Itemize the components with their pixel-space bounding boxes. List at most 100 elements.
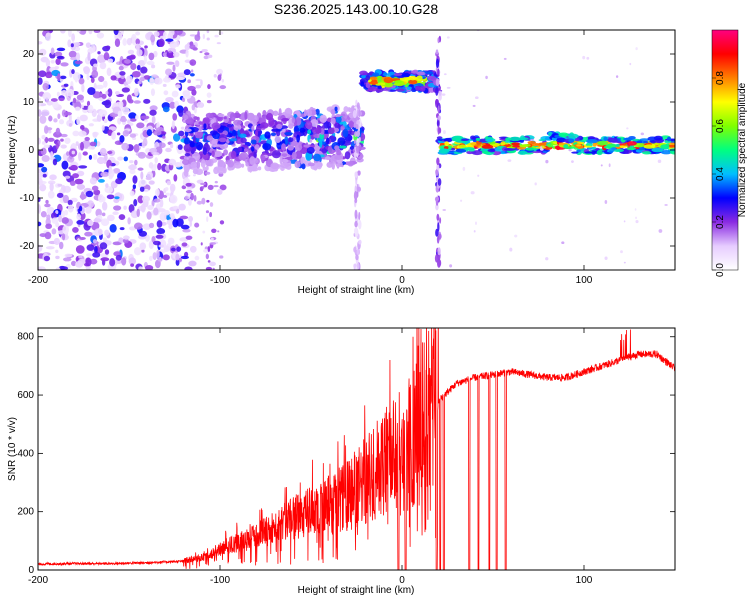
spectrogram-cell [175, 253, 180, 261]
spectrogram-cell [357, 146, 366, 150]
spectrogram-cell [141, 195, 151, 203]
spectrogram-cell [358, 239, 362, 245]
spectrogram-cell [80, 104, 84, 109]
spectrogram-cell [307, 129, 312, 135]
spectrogram-cell [184, 266, 193, 270]
spectrogram-cell [192, 134, 196, 144]
spectrogram-cell [254, 129, 259, 137]
spectrogram-cell [218, 31, 224, 35]
spectrogram-cell [94, 246, 98, 254]
spectrogram-cell [232, 129, 237, 137]
spectrogram-cell [42, 173, 47, 178]
spectrogram-cell [68, 122, 73, 127]
spectrogram-cell [309, 138, 313, 143]
spectrogram-cell [451, 137, 462, 142]
spectrogram-cell [105, 183, 109, 188]
spectrogram-cell [42, 92, 52, 100]
spectrogram-cell [128, 99, 134, 104]
spectrogram-cell [175, 76, 185, 81]
spectrogram-cell [50, 59, 55, 64]
spectrogram-cell [133, 199, 138, 207]
spectrogram-cell [216, 42, 221, 45]
spectrogram-cell [474, 144, 482, 147]
spectrogram-cell [620, 250, 623, 254]
spectrogram-cell [109, 223, 117, 233]
spectrogram-cell [542, 150, 547, 153]
spectrogram-cell [437, 178, 442, 186]
spectrogram-cell [537, 142, 547, 146]
spectrogram-cell [72, 97, 77, 104]
spectrogram-cell [70, 43, 74, 48]
spectrogram-cell [509, 136, 522, 142]
spectrogram-cell [38, 137, 41, 145]
spectrogram-cell [182, 90, 191, 97]
spectrogram-cell [219, 85, 227, 90]
spectrogram-cell [152, 240, 161, 246]
spectrogram-cell [233, 162, 242, 169]
spectrogram-cell [284, 131, 293, 136]
spectrogram-cell [131, 70, 141, 78]
spectrogram-cell [206, 216, 209, 223]
spectrogram-cell [211, 228, 217, 233]
spectrogram-cell [201, 185, 205, 189]
spectrogram-cell [64, 137, 71, 144]
spectrogram-cell [165, 192, 170, 196]
spectrogram-cell [281, 129, 286, 133]
spectrogram-cell [218, 137, 227, 143]
spectrogram-cell [321, 148, 327, 154]
spectrogram-cell [67, 204, 74, 213]
spectrogram-cell [485, 75, 488, 80]
spectrogram-cell [183, 114, 189, 121]
snr-axes: -200 -100 0 100 0 200 400 600 800 [17, 328, 675, 586]
spectrogram-cell [90, 44, 96, 53]
spectrogram-cell [640, 132, 645, 136]
spectrogram-cell [203, 134, 207, 142]
spectrogram-cell [135, 31, 141, 36]
spectrogram-cell [43, 144, 50, 149]
spectrogram-cell [294, 160, 301, 169]
spectrogram-cell [442, 209, 446, 211]
spectrogram-cell [171, 120, 175, 130]
spectrogram-cell [167, 237, 175, 245]
spectrogram-cell [78, 165, 88, 169]
spectrogram-cell [158, 244, 164, 248]
spectrogram-cell [200, 242, 203, 246]
spectrogram-cell [128, 257, 137, 265]
spectrogram-cell [85, 206, 92, 214]
spectrogram-cell [143, 55, 147, 64]
spectrogram-cell [86, 200, 95, 209]
spectrogram-cell [55, 249, 59, 254]
spectrogram-cell [56, 47, 66, 52]
spectrogram-cell [45, 246, 55, 250]
spectrogram-cell [571, 151, 579, 154]
x-tick-label: -100 [210, 275, 230, 286]
spectrogram-cell [154, 157, 158, 164]
spectrogram-cell [153, 163, 157, 169]
colorbar-tick-label: 0.0 [715, 263, 726, 277]
spectrogram-cell [460, 199, 463, 202]
spectrogram-cell [184, 43, 190, 51]
spectrogram-cell [89, 177, 97, 185]
spectrogram-y-label: Frequency (Hz) [7, 116, 18, 185]
spectrogram-cell [38, 70, 47, 78]
spectrogram-cell [303, 109, 308, 117]
spectrogram-cell [68, 50, 77, 58]
spectrogram-cell [114, 38, 121, 47]
spectrogram-cell [78, 77, 85, 85]
spectrogram-cell [38, 109, 42, 117]
spectrogram-cell [196, 179, 204, 184]
spectrogram-cell [55, 210, 59, 215]
spectrogram-cell [270, 162, 279, 170]
spectrogram-cell [357, 186, 362, 192]
spectrogram-cell [296, 134, 301, 143]
spectrogram-cell [193, 195, 197, 202]
spectrogram-cell [353, 139, 357, 144]
spectrogram-cell [121, 257, 127, 266]
spectrogram-cell [481, 151, 491, 154]
spectrogram-cell [281, 158, 289, 163]
spectrogram-cell [287, 137, 294, 143]
spectrogram-cell [45, 71, 53, 79]
spectrogram-cell [434, 196, 439, 202]
spectrogram-cell [38, 163, 45, 168]
